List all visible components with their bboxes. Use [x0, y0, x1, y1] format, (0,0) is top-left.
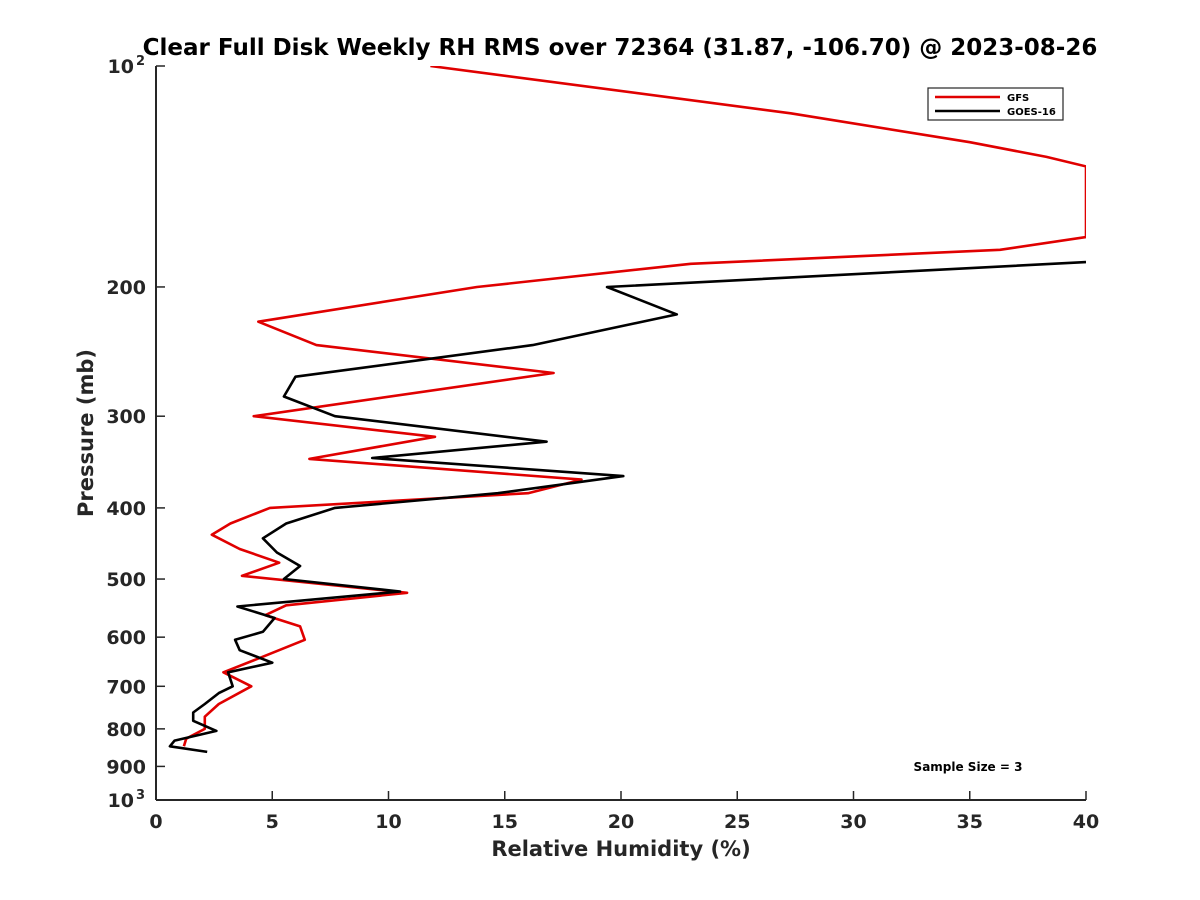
- x-tick-label: 35: [957, 811, 983, 833]
- series-line-gfs: [182, 66, 1086, 747]
- legend-box: [927, 87, 1064, 121]
- y-tick-label: 800: [106, 719, 146, 741]
- sample-size-annotation: Sample Size = 3: [914, 760, 1023, 774]
- legend: GFS GOES-16: [927, 87, 1064, 121]
- x-tick-label: 15: [492, 811, 518, 833]
- y-tick-label: 900: [106, 756, 146, 778]
- chart-title: Clear Full Disk Weekly RH RMS over 72364…: [143, 35, 1098, 61]
- x-tick-label: 30: [840, 811, 866, 833]
- x-tick-label: 5: [266, 811, 279, 833]
- x-axis-label: Relative Humidity (%): [491, 837, 750, 861]
- x-tick-label: 20: [608, 811, 634, 833]
- x-tick-label: 25: [724, 811, 750, 833]
- series-layer: [168, 66, 1086, 754]
- y-tick-label: 200: [106, 277, 146, 299]
- y-tick-exponent: 2: [136, 54, 145, 69]
- x-tick-label: 0: [149, 811, 162, 833]
- y-tick-label: 10: [108, 790, 134, 812]
- x-tick-label: 40: [1073, 811, 1099, 833]
- legend-label-gfs: GFS: [1007, 93, 1029, 104]
- series-line-goes16: [168, 260, 1086, 754]
- plot-area: 0 5 10 15 20 25 30 35 40 10 220030040050060070080…: [106, 54, 1099, 833]
- y-tick-label: 600: [106, 627, 146, 649]
- x-tick-label: 10: [375, 811, 401, 833]
- y-tick-label: 700: [106, 676, 146, 698]
- y-axis-label: Pressure (mb): [74, 349, 98, 517]
- legend-label-goes16: GOES-16: [1007, 107, 1056, 118]
- y-tick-label: 300: [106, 406, 146, 428]
- y-tick-label: 10: [108, 56, 134, 78]
- y-tick-exponent: 3: [136, 788, 145, 803]
- x-ticks: 0 5 10 15 20 25 30 35 40: [149, 791, 1099, 833]
- y-tick-label: 400: [106, 498, 146, 520]
- y-tick-label: 500: [106, 569, 146, 591]
